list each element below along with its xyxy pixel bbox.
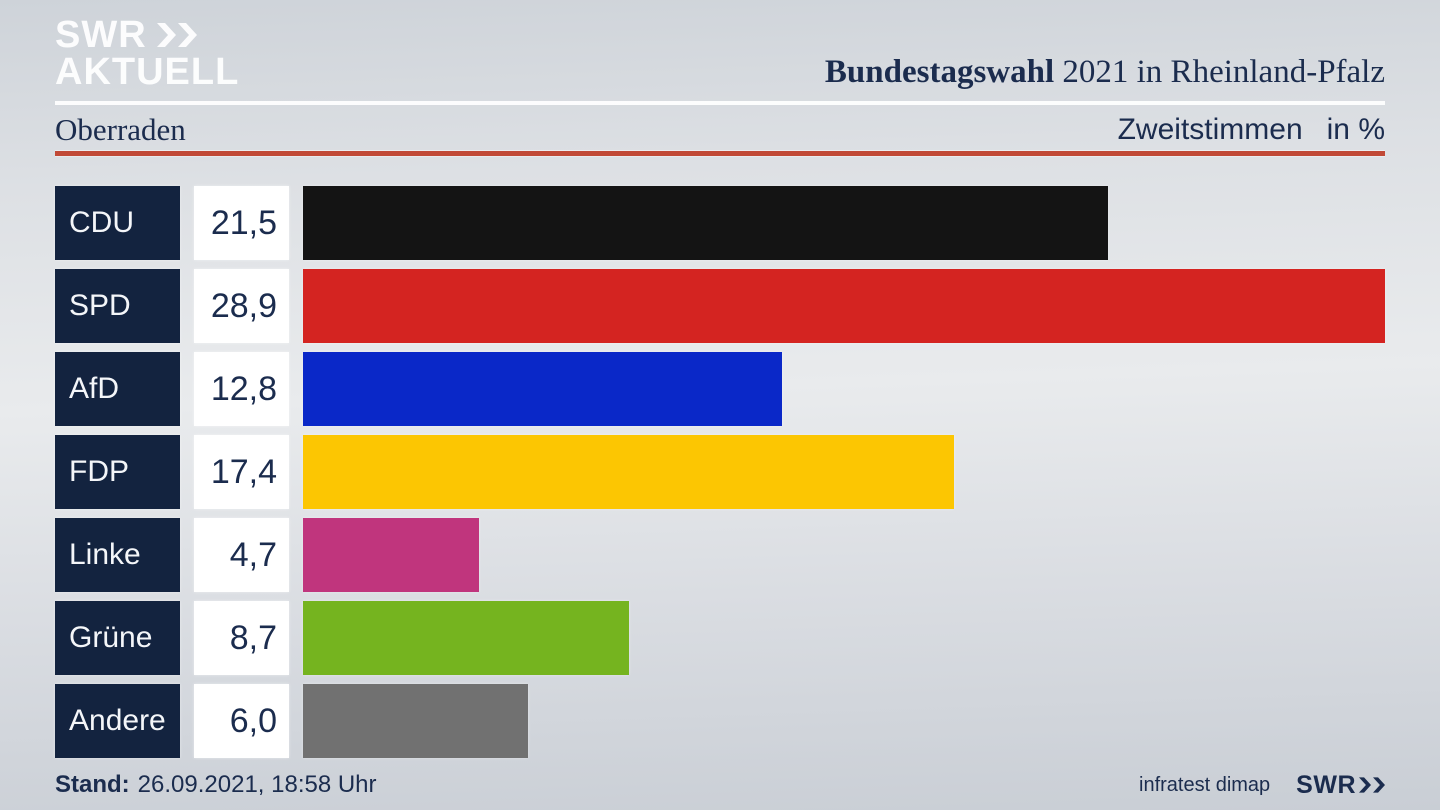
- value-label: 21,5: [194, 186, 289, 260]
- bar-fdp: [303, 435, 955, 509]
- chart-row: CDU 21,5: [55, 186, 1385, 260]
- value-label: 4,7: [194, 518, 289, 592]
- timestamp: Stand: 26.09.2021, 18:58 Uhr: [55, 771, 377, 799]
- bar-track: [303, 601, 1385, 675]
- bar-track: [303, 269, 1385, 343]
- swr-logo-small: SWR: [1296, 771, 1385, 800]
- region-label: Oberraden: [55, 112, 186, 147]
- bar-grüne: [303, 601, 629, 675]
- measure-label: Zweitstimmen in %: [1118, 113, 1385, 147]
- bar-cdu: [303, 186, 1108, 260]
- swr-aktuell-logo: SWR AKTUELL: [55, 16, 239, 91]
- party-label: Andere: [55, 684, 180, 758]
- bar-andere: [303, 684, 528, 758]
- page-title: Bundestagswahl 2021 in Rheinland-Pfalz: [825, 54, 1385, 91]
- party-label: SPD: [55, 269, 180, 343]
- value-label: 17,4: [194, 435, 289, 509]
- double-chevron-right-icon: [156, 20, 197, 50]
- chart-row: Linke 4,7: [55, 518, 1385, 592]
- logo-swr-text: SWR: [55, 14, 147, 56]
- chart-row: FDP 17,4: [55, 435, 1385, 509]
- header-divider: [55, 101, 1385, 105]
- bar-afd: [303, 352, 783, 426]
- party-label: AfD: [55, 352, 180, 426]
- bar-track: [303, 352, 1385, 426]
- party-label: Grüne: [55, 601, 180, 675]
- party-label: Linke: [55, 518, 180, 592]
- bar-linke: [303, 518, 479, 592]
- logo-aktuell-text: AKTUELL: [55, 51, 240, 93]
- swr-logo-small-text: SWR: [1296, 770, 1356, 799]
- measure-unit: in %: [1326, 113, 1385, 146]
- chart-row: SPD 28,9: [55, 269, 1385, 343]
- party-label: CDU: [55, 186, 180, 260]
- value-label: 12,8: [194, 352, 289, 426]
- chart-row: Andere 6,0: [55, 684, 1385, 758]
- bar-track: [303, 518, 1385, 592]
- party-label: FDP: [55, 435, 180, 509]
- page-title-bold: Bundestagswahl: [824, 54, 1055, 90]
- double-chevron-right-icon: [1359, 776, 1385, 794]
- measure-name: Zweitstimmen: [1117, 113, 1303, 146]
- source-credit: infratest dimap: [1139, 773, 1271, 796]
- value-label: 6,0: [194, 684, 289, 758]
- bar-track: [303, 435, 1385, 509]
- bar-track: [303, 684, 1385, 758]
- accent-divider: [55, 151, 1385, 156]
- bar-track: [303, 186, 1385, 260]
- bar-rows: CDU 21,5 SPD 28,9 AfD 12,8 FDP 17,4 Linke 4,7 Grün…: [55, 186, 1385, 758]
- timestamp-value: 26.09.2021, 18:58 Uhr: [137, 771, 377, 798]
- bar-spd: [303, 269, 1385, 343]
- page-title-rest: 2021 in Rheinland-Pfalz: [1054, 54, 1385, 90]
- value-label: 8,7: [194, 601, 289, 675]
- chart-row: Grüne 8,7: [55, 601, 1385, 675]
- value-label: 28,9: [194, 269, 289, 343]
- timestamp-label: Stand:: [55, 771, 130, 798]
- chart-row: AfD 12,8: [55, 352, 1385, 426]
